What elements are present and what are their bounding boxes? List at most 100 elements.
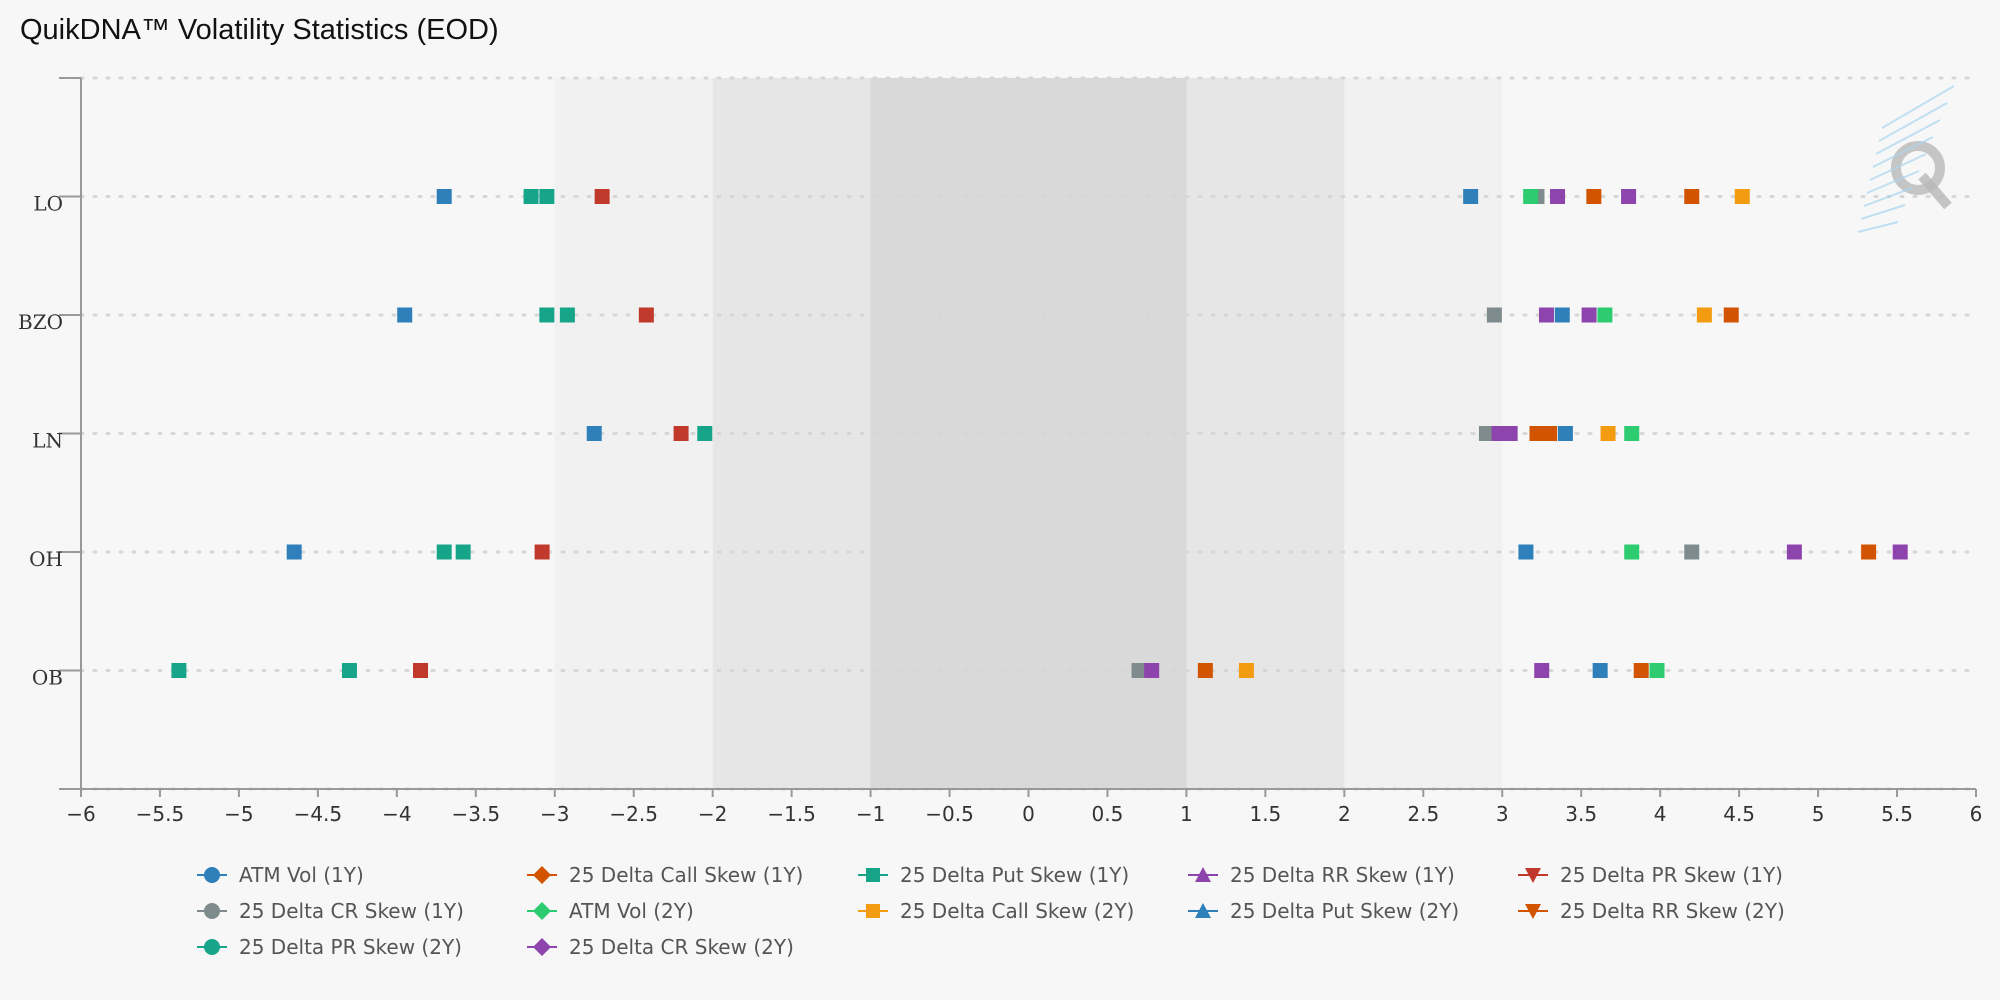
x-tick-label: −2.5 [609, 802, 658, 826]
legend-item-label[interactable]: 25 Delta PR Skew (1Y) [1560, 863, 1783, 887]
data-point[interactable] [534, 544, 550, 560]
y-tick-label: OB [32, 666, 63, 690]
data-point[interactable] [436, 544, 452, 560]
legend-item-label[interactable]: ATM Vol (1Y) [239, 863, 364, 887]
data-point[interactable] [1892, 544, 1908, 560]
data-point[interactable] [539, 189, 555, 204]
data-point[interactable] [1723, 307, 1739, 323]
x-tick-label: −3.5 [452, 802, 501, 826]
data-point[interactable] [1597, 307, 1613, 323]
data-point[interactable] [1550, 189, 1566, 204]
watermark-logo [1857, 85, 1955, 233]
x-tick-label: 0 [1022, 802, 1035, 826]
x-tick-label: 5 [1812, 802, 1825, 826]
data-point[interactable] [673, 426, 689, 441]
data-point[interactable] [1621, 189, 1637, 204]
legend-item-label[interactable]: 25 Delta Put Skew (1Y) [900, 863, 1129, 887]
data-point[interactable] [1696, 307, 1712, 323]
data-point[interactable] [436, 189, 452, 204]
data-point[interactable] [1586, 189, 1602, 204]
data-point[interactable] [1238, 663, 1254, 678]
data-point[interactable] [1734, 189, 1750, 204]
data-point[interactable] [1786, 544, 1802, 560]
data-point[interactable] [1649, 663, 1665, 678]
data-point[interactable] [1684, 189, 1700, 204]
data-point[interactable] [1684, 544, 1700, 560]
data-point[interactable] [1523, 189, 1539, 204]
legend-item-label[interactable]: 25 Delta PR Skew (2Y) [239, 935, 462, 959]
data-point[interactable] [286, 544, 302, 560]
legend-item-label[interactable]: 25 Delta CR Skew (2Y) [569, 935, 794, 959]
x-tick-label: −1 [856, 802, 885, 826]
legend-item-label[interactable]: 25 Delta RR Skew (2Y) [1560, 899, 1785, 923]
data-point[interactable] [1478, 426, 1494, 441]
x-tick-label: −1.5 [767, 802, 816, 826]
data-point[interactable] [1486, 307, 1502, 323]
data-point[interactable] [1518, 544, 1534, 560]
y-tick-label: BZO [18, 310, 63, 334]
data-point[interactable] [697, 426, 713, 441]
x-tick-label: −5.5 [136, 802, 185, 826]
legend-item-label[interactable]: 25 Delta Call Skew (1Y) [569, 863, 803, 887]
watermark-stripe [1878, 102, 1948, 142]
data-point[interactable] [1861, 544, 1877, 560]
x-tick-label: −0.5 [925, 802, 974, 826]
data-point[interactable] [559, 307, 575, 323]
x-tick-label: −6 [66, 802, 95, 826]
data-point[interactable] [1197, 663, 1213, 678]
x-tick-label: 4.5 [1723, 802, 1755, 826]
legend-symbol-square [866, 868, 880, 882]
watermark-stripe [1860, 204, 1906, 220]
data-point[interactable] [1600, 426, 1616, 441]
data-point[interactable] [455, 544, 471, 560]
x-tick-label: 1 [1180, 802, 1193, 826]
data-point[interactable] [638, 307, 654, 323]
data-point[interactable] [1542, 426, 1558, 441]
data-point[interactable] [1624, 426, 1640, 441]
data-points [171, 189, 1908, 678]
legend-symbol-triangle-down [1525, 904, 1541, 919]
data-point[interactable] [523, 189, 539, 204]
x-axis-ticks: −6 −5.5 −5 −4.5 −4 −3.5 −3 −2.5 −2 −1.5 −1 −0.5 0 0.5… [66, 789, 1982, 826]
x-tick-label: −5 [224, 802, 253, 826]
data-point[interactable] [1633, 663, 1649, 678]
legend-symbol-circle [204, 867, 220, 883]
data-point[interactable] [1581, 307, 1597, 323]
legend-item-label[interactable]: 25 Delta RR Skew (1Y) [1230, 863, 1455, 887]
data-point[interactable] [1592, 663, 1608, 678]
data-point[interactable] [1538, 307, 1554, 323]
data-point[interactable] [539, 307, 555, 323]
legend-item-label[interactable]: 25 Delta CR Skew (1Y) [239, 899, 464, 923]
watermark-stripe [1875, 119, 1941, 155]
data-point[interactable] [1131, 663, 1147, 678]
data-point[interactable] [1534, 663, 1550, 678]
data-point[interactable] [413, 663, 429, 678]
legend-symbol-diamond [533, 866, 551, 884]
data-point[interactable] [341, 663, 357, 678]
legend: ATM Vol (1Y) 25 Delta Call Skew (1Y) 25 De… [197, 863, 1785, 959]
data-point[interactable] [171, 663, 187, 678]
data-point[interactable] [594, 189, 610, 204]
data-point[interactable] [1529, 426, 1545, 441]
data-point[interactable] [586, 426, 602, 441]
data-point[interactable] [1554, 307, 1570, 323]
y-axis-ticks: LO BZO LN OH OB [18, 77, 81, 790]
legend-symbol-diamond [533, 938, 551, 956]
legend-symbol-circle [204, 939, 220, 955]
data-point[interactable] [1557, 426, 1573, 441]
x-tick-label: −4.5 [294, 802, 343, 826]
legend-symbol-triangle [1195, 903, 1211, 918]
legend-symbol-triangle [1195, 867, 1211, 882]
data-point[interactable] [1624, 544, 1640, 560]
y-tick-label: OH [29, 547, 63, 571]
data-point[interactable] [1144, 663, 1160, 678]
data-point[interactable] [1491, 426, 1507, 441]
x-tick-label: −2 [698, 802, 727, 826]
watermark-stripe [1872, 136, 1934, 168]
data-point[interactable] [397, 307, 413, 323]
legend-item-label[interactable]: 25 Delta Put Skew (2Y) [1230, 899, 1459, 923]
legend-item-label[interactable]: ATM Vol (2Y) [569, 899, 694, 923]
legend-item-label[interactable]: 25 Delta Call Skew (2Y) [900, 899, 1134, 923]
data-point[interactable] [1463, 189, 1479, 204]
